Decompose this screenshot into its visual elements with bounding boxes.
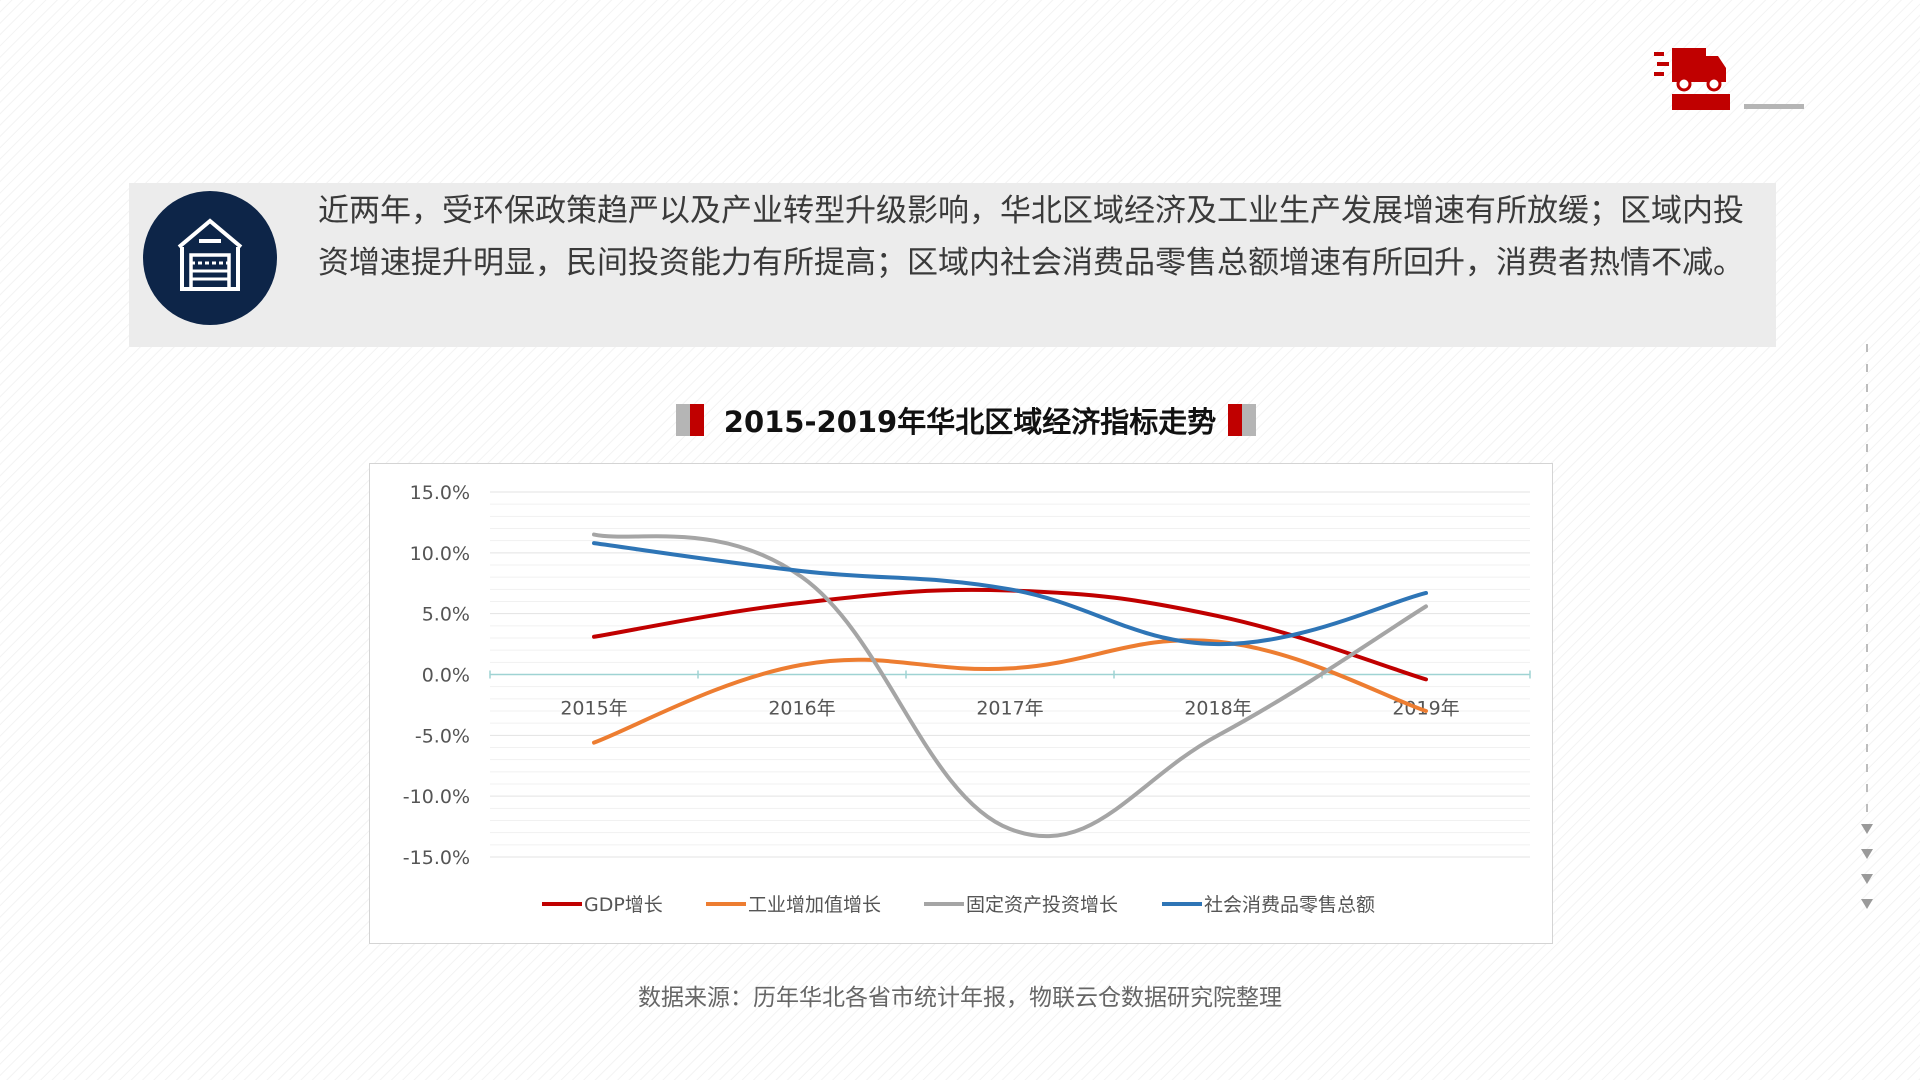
scroll-indicator <box>1861 344 1873 909</box>
y-tick-label: -15.0% <box>403 847 470 869</box>
intro-text: 近两年，受环保政策趋严以及产业转型升级影响，华北区域经济及工业生产发展增速有所放… <box>318 193 1744 281</box>
series-line-4 <box>592 541 1428 647</box>
delivery-truck-icon <box>1654 48 1804 110</box>
y-tick-label: 15.0% <box>410 482 470 504</box>
legend-label: 社会消费品零售总额 <box>1204 894 1375 916</box>
y-tick-label: -10.0% <box>403 786 470 808</box>
series-line-2 <box>592 638 1428 745</box>
data-source-note: 数据来源：历年华北各省市统计年报，物联云仓数据研究院整理 <box>638 985 1282 1011</box>
y-tick-label: 10.0% <box>410 543 470 565</box>
legend-label: 工业增加值增长 <box>748 894 881 916</box>
intro-box <box>129 183 1776 347</box>
legend-label: GDP增长 <box>584 894 663 916</box>
y-tick-label: -5.0% <box>415 725 470 747</box>
warehouse-icon <box>143 191 277 325</box>
series-line-3 <box>592 532 1428 839</box>
title-marker-left <box>676 404 706 436</box>
x-tick-label: 2016年 <box>768 698 835 720</box>
x-tick-label: 2018年 <box>1184 698 1251 720</box>
y-tick-label: 0.0% <box>422 665 470 687</box>
x-tick-label: 2015年 <box>560 698 627 720</box>
y-tick-label: 5.0% <box>422 604 470 626</box>
line-chart: 15.0% 10.0% 5.0% 0.0% -5.0% -10.0% -15.0% 2015… <box>403 482 1531 916</box>
x-tick-label: 2017年 <box>976 698 1043 720</box>
title-marker-right <box>1228 404 1258 436</box>
chart-title: 2015-2019年华北区域经济指标走势 <box>723 405 1217 439</box>
chart-panel: 15.0% 10.0% 5.0% 0.0% -5.0% -10.0% -15.0% 2015… <box>369 463 1553 944</box>
legend-label: 固定资产投资增长 <box>966 894 1118 916</box>
